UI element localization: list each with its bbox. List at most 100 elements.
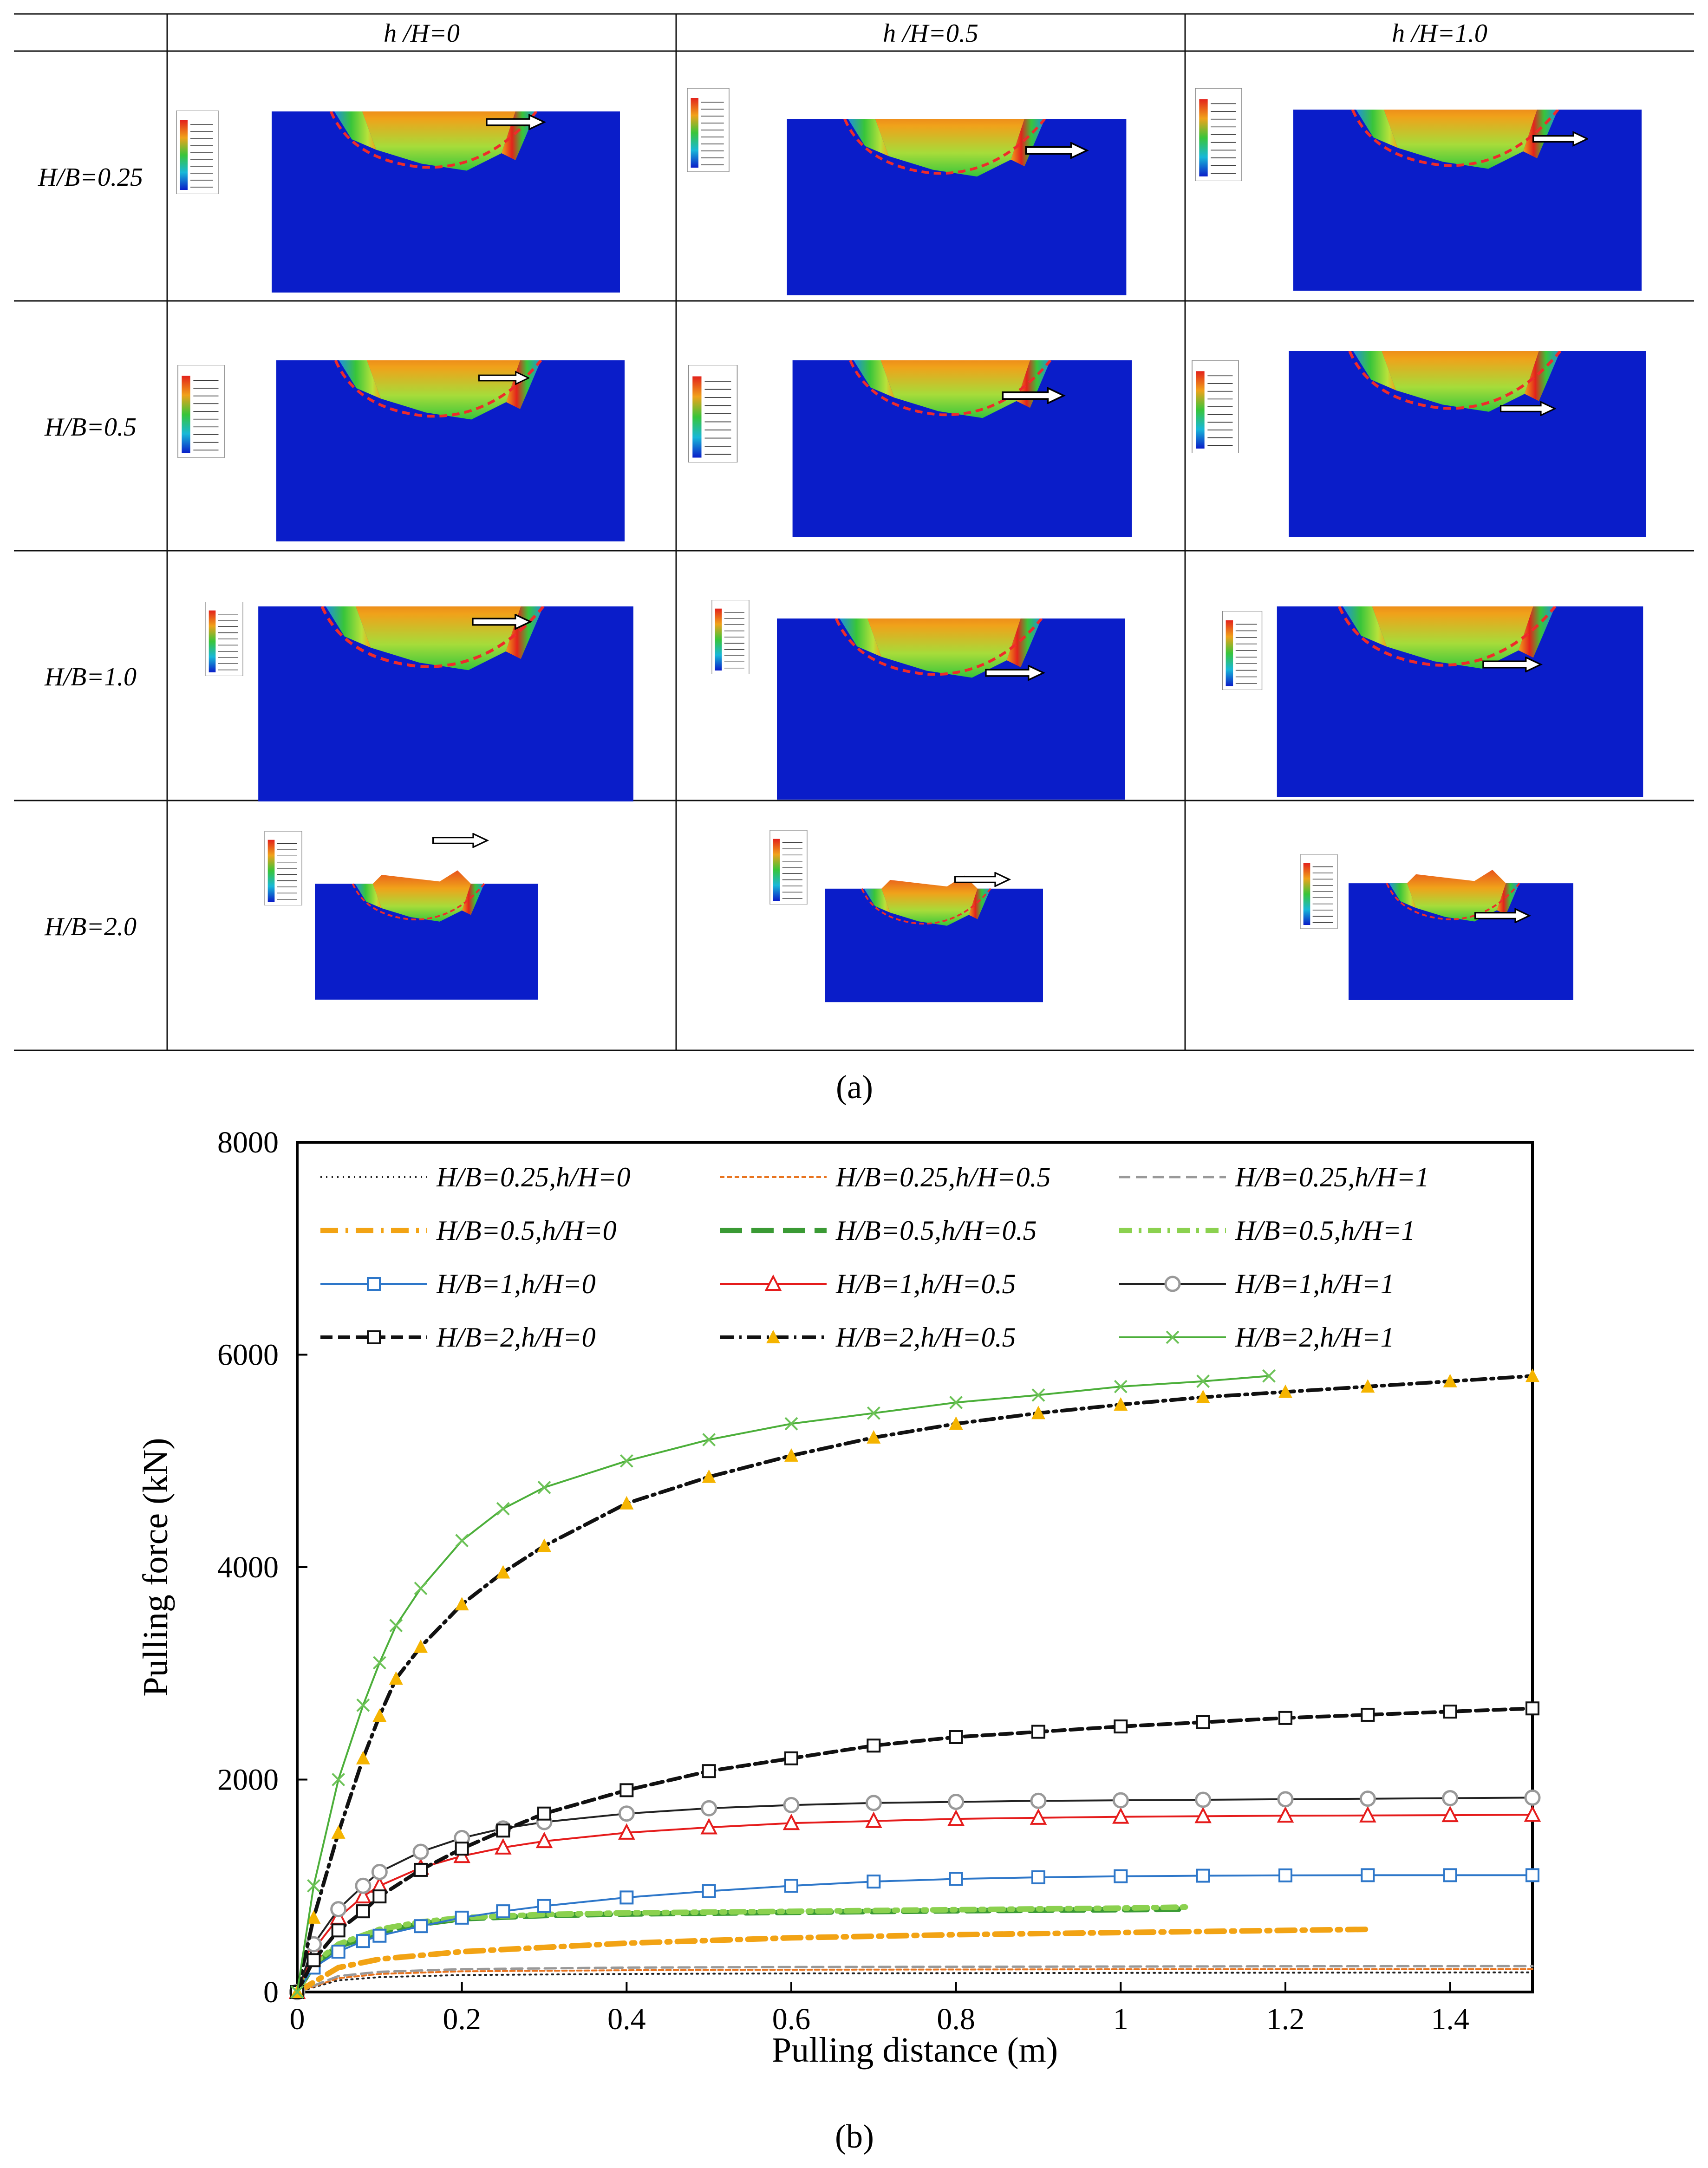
data-point — [1277, 1791, 1294, 1808]
cross-stroke — [389, 1619, 403, 1633]
data-point — [496, 1502, 510, 1516]
y-tick-label: 6000 — [217, 1338, 279, 1372]
data-point — [700, 1818, 717, 1835]
chart-axes: 0 0.2 0.4 0.6 0.8 1 1.2 1.4 0 2000 4000 6000 8000 Pul… — [136, 1126, 1534, 2070]
contour-grid: h /H=0 h /H=0.5 h /H=1.0 H/B=0.25 H/B=0.… — [14, 13, 1694, 1051]
data-point — [1524, 1805, 1541, 1822]
data-point — [1525, 1701, 1539, 1716]
data-point — [414, 1862, 428, 1877]
data-point — [1443, 1374, 1457, 1387]
data-point — [414, 1582, 428, 1595]
caption-a: (a) — [836, 1068, 873, 1106]
chart-legend: H/B=0.25,h/H=0 H/B=0.25,h/H=0.5 H/B=0.25,h… — [320, 1162, 1429, 1353]
panel-r4-c2 — [769, 830, 1043, 1002]
legend-marker — [367, 1277, 381, 1291]
data-point — [1361, 1707, 1375, 1722]
data-point — [867, 1430, 881, 1444]
cross-stroke — [949, 1396, 963, 1409]
data-point — [356, 1934, 370, 1948]
series-line — [296, 1968, 1533, 1993]
data-point — [1525, 1368, 1539, 1382]
cross-stroke — [332, 1773, 346, 1786]
data-point — [619, 1890, 634, 1905]
series-4 — [294, 1927, 1371, 1995]
data-point — [1196, 1374, 1210, 1388]
series-5 — [294, 1906, 1190, 1995]
x-tick-label: 0 — [290, 2002, 305, 2036]
data-point — [1277, 1806, 1294, 1823]
legend-entry-9: H/B=1,h/H=1 — [1119, 1269, 1395, 1299]
data-point — [307, 1879, 320, 1893]
legend-entry-10: H/B=2,h/H=0 — [320, 1322, 596, 1353]
data-point — [355, 1877, 372, 1894]
legend-label: H/B=0.25,h/H=1 — [1235, 1162, 1429, 1192]
cross-stroke — [1262, 1369, 1276, 1383]
cross-stroke — [455, 1534, 469, 1548]
cross-stroke — [784, 1417, 798, 1431]
cross-stroke — [414, 1582, 428, 1595]
x-axis-label: Pulling distance (m) — [772, 2031, 1058, 2070]
data-point — [356, 1698, 370, 1712]
cross-stroke — [290, 1985, 304, 1999]
data-point — [949, 1396, 963, 1409]
legend-entry-6: H/B=0.5,h/H=1 — [1119, 1215, 1415, 1246]
data-point — [455, 1842, 469, 1856]
data-point — [1262, 1369, 1276, 1383]
data-point — [1361, 1379, 1375, 1393]
data-point — [867, 1406, 880, 1420]
data-point — [372, 1656, 386, 1670]
row-header-1: H/B=0.25 — [38, 163, 143, 192]
data-point — [619, 1454, 633, 1468]
data-point — [290, 1985, 304, 1999]
legend-marker — [766, 1330, 780, 1343]
panel-r1-c1 — [176, 111, 620, 293]
data-point — [1114, 1869, 1128, 1883]
legend-marker — [367, 1330, 381, 1344]
caption-b: (b) — [835, 2118, 874, 2155]
data-point — [949, 1872, 963, 1886]
panel-r2-c2 — [688, 340, 1132, 537]
series-1 — [296, 1971, 1533, 1993]
data-point — [784, 1448, 798, 1462]
data-point — [455, 1597, 469, 1611]
data-point — [1525, 1868, 1539, 1882]
x-tick-label: 0.4 — [607, 2002, 646, 2036]
data-point — [1278, 1384, 1292, 1398]
pulling-force-chart: 0 0.2 0.4 0.6 0.8 1 1.2 1.4 0 2000 4000 6000 8000 Pul… — [136, 1126, 1541, 2070]
data-point — [414, 1639, 428, 1653]
panel-r4-c1 — [264, 831, 538, 1000]
data-point — [1030, 1792, 1047, 1809]
col-header-2: h /H=0.5 — [883, 19, 978, 48]
legend-label: H/B=0.25,h/H=0 — [436, 1162, 631, 1192]
data-point — [1114, 1719, 1128, 1734]
row-header-4: H/B=2.0 — [44, 912, 137, 941]
legend-label: H/B=1,h/H=0.5 — [835, 1269, 1016, 1299]
data-point — [331, 1923, 346, 1938]
row-header-2: H/B=0.5 — [44, 413, 137, 442]
data-point — [537, 1899, 551, 1913]
data-point — [535, 1831, 553, 1849]
data-point — [1112, 1792, 1129, 1809]
legend-entry-3: H/B=0.25,h/H=1 — [1119, 1162, 1429, 1192]
chart-series — [288, 1368, 1541, 2000]
legend-label: H/B=2,h/H=0 — [436, 1322, 596, 1353]
panel-r3-c2 — [711, 600, 1125, 800]
y-tick-label: 8000 — [217, 1126, 279, 1159]
panel-r1-c3 — [1195, 88, 1642, 291]
data-point — [356, 1904, 370, 1919]
data-point — [306, 1953, 321, 1967]
series-10 — [290, 1701, 1539, 1999]
legend-label: H/B=0.5,h/H=0 — [436, 1215, 617, 1246]
data-point — [1031, 1406, 1045, 1419]
panel-r3-c1 — [205, 602, 633, 801]
x-tick-label: 0.2 — [443, 2002, 481, 2036]
data-point — [702, 1433, 716, 1446]
data-point — [1196, 1869, 1210, 1883]
data-point — [702, 1884, 716, 1898]
data-point — [782, 1813, 800, 1830]
data-point — [618, 1805, 635, 1822]
data-point — [947, 1809, 965, 1826]
legend-marker — [1166, 1330, 1180, 1344]
panel-r2-c3 — [1192, 330, 1646, 537]
series-2 — [296, 1968, 1533, 1993]
